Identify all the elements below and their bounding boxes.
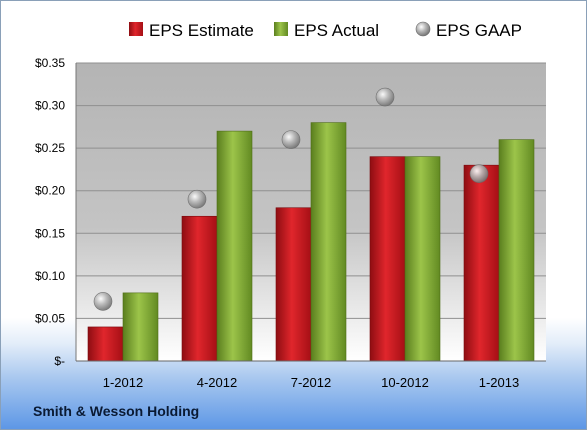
eps-estimate-bar: [87, 326, 124, 362]
legend-swatch-estimate: [129, 22, 143, 36]
legend-swatch-gaap: [415, 21, 431, 37]
eps-estimate-bar: [463, 164, 500, 362]
y-tick-label: $0.10: [35, 269, 65, 283]
eps-gaap-point: [469, 164, 489, 183]
bars: [87, 122, 535, 362]
x-tick-label: 4-2012: [197, 375, 237, 390]
legend-swatch-actual: [274, 22, 288, 36]
x-tick-label: 1-2013: [479, 375, 519, 390]
eps-actual-bar: [404, 156, 441, 362]
x-axis: 1-2012 4-2012 7-2012 10-2012 1-2013: [76, 360, 546, 390]
company-label: Smith & Wesson Holding: [33, 403, 200, 419]
y-tick-label: $0.20: [35, 184, 65, 198]
eps-actual-bar: [310, 122, 347, 362]
eps-estimate-bar: [369, 156, 406, 362]
legend-label: EPS Actual: [294, 21, 379, 40]
x-tick-label: 10-2012: [381, 375, 429, 390]
eps-gaap-point: [187, 189, 207, 209]
y-tick-label: $0.25: [35, 141, 65, 155]
eps-estimate-bar: [275, 207, 312, 362]
y-tick-label: $-: [54, 354, 65, 368]
y-axis: $- $0.05 $0.10 $0.15 $0.20 $0.25 $0.30 $0.35: [35, 56, 77, 368]
y-tick-label: $0.15: [35, 226, 65, 240]
eps-actual-bar: [122, 292, 159, 362]
eps-actual-bar: [216, 130, 253, 362]
legend-label: EPS Estimate: [149, 21, 254, 40]
y-tick-label: $0.30: [35, 99, 65, 113]
y-tick-label: $0.05: [35, 311, 65, 325]
x-tick-label: 7-2012: [291, 375, 331, 390]
eps-gaap-point: [93, 292, 113, 311]
eps-actual-bar: [498, 139, 535, 362]
eps-gaap-point: [375, 87, 395, 107]
eps-gaap-point: [281, 130, 301, 149]
x-tick-label: 1-2012: [103, 375, 143, 390]
legend: EPS Estimate EPS Actual EPS GAAP: [129, 21, 522, 40]
eps-estimate-bar: [181, 215, 218, 362]
legend-label: EPS GAAP: [436, 21, 522, 40]
y-tick-label: $0.35: [35, 56, 65, 70]
gaap-points: [93, 87, 489, 311]
